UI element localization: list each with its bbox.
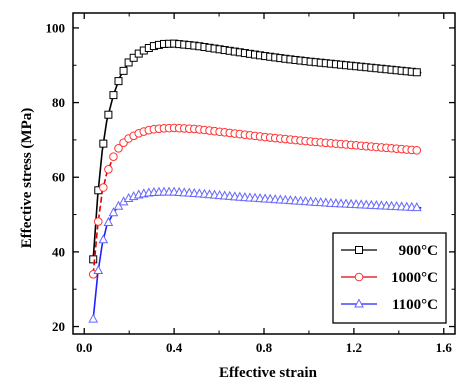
legend-label: 900°C bbox=[399, 243, 438, 259]
data-point bbox=[109, 91, 118, 100]
data-point bbox=[114, 77, 123, 86]
data-point bbox=[103, 216, 114, 226]
data-point bbox=[113, 200, 124, 210]
data-point bbox=[109, 152, 118, 162]
data-point bbox=[88, 313, 99, 323]
y-tick-label: 100 bbox=[46, 20, 66, 35]
series-line bbox=[92, 42, 422, 260]
x-tick-label: 0.0 bbox=[76, 340, 92, 355]
y-axis-label: Effective stress (MPa) bbox=[19, 108, 35, 249]
data-point bbox=[412, 68, 421, 77]
legend-label: 1000°C bbox=[391, 270, 438, 286]
data-point bbox=[93, 264, 104, 275]
data-point bbox=[104, 165, 113, 174]
x-tick-label: 0.4 bbox=[166, 340, 183, 355]
legend-box bbox=[332, 232, 447, 324]
data-point bbox=[411, 202, 422, 212]
x-tick-label: 1.2 bbox=[346, 340, 362, 355]
data-point bbox=[108, 207, 119, 217]
y-tick-label: 60 bbox=[52, 170, 65, 185]
legend-marker bbox=[354, 298, 364, 308]
x-tick-label: 1.6 bbox=[436, 340, 453, 355]
data-point bbox=[99, 139, 108, 148]
y-tick-label: 40 bbox=[52, 244, 65, 259]
series-square bbox=[89, 39, 422, 264]
legend-label: 1100°C bbox=[392, 297, 438, 313]
x-axis-label: Effective strain bbox=[219, 365, 318, 381]
data-point bbox=[98, 234, 109, 244]
data-point bbox=[114, 144, 123, 153]
data-point bbox=[99, 183, 108, 192]
data-point bbox=[129, 53, 138, 62]
data-point bbox=[412, 146, 422, 155]
legend-marker bbox=[355, 246, 363, 254]
data-point bbox=[89, 255, 98, 264]
series-triangle bbox=[88, 186, 422, 323]
y-tick-label: 80 bbox=[52, 95, 65, 110]
y-tick-label: 20 bbox=[52, 319, 65, 334]
x-tick-label: 0.8 bbox=[256, 340, 273, 355]
data-point bbox=[104, 110, 113, 119]
legend-marker bbox=[354, 272, 364, 282]
data-point bbox=[93, 217, 103, 226]
data-point bbox=[124, 58, 133, 67]
data-point bbox=[119, 66, 128, 75]
series-circle bbox=[88, 123, 422, 279]
